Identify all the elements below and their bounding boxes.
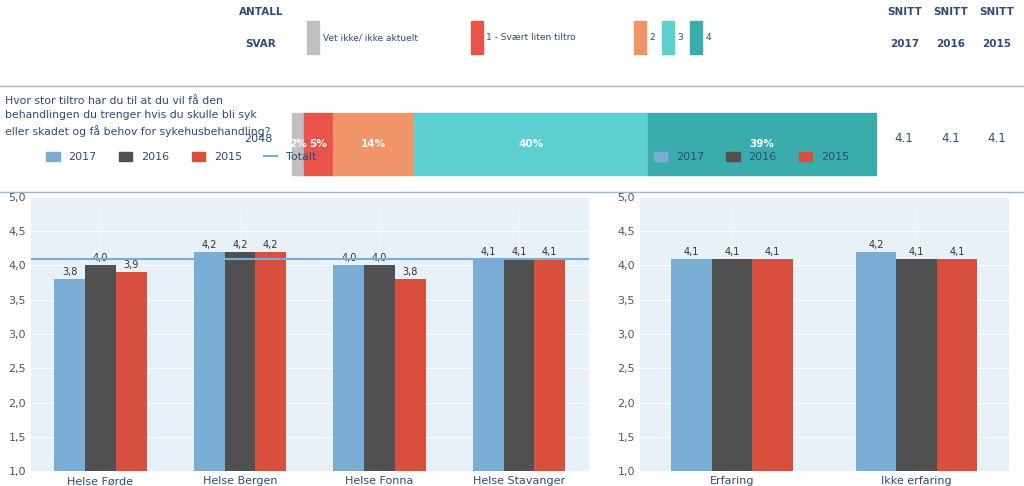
Text: 4,0: 4,0 bbox=[93, 253, 109, 263]
Text: 2015: 2015 bbox=[982, 39, 1011, 50]
Text: 2%: 2% bbox=[289, 139, 306, 149]
Legend: 2017, 2016, 2015, Totalt: 2017, 2016, 2015, Totalt bbox=[42, 147, 322, 167]
Text: 5%: 5% bbox=[309, 139, 327, 149]
Bar bbox=[365, 265, 395, 486]
Text: 4,1: 4,1 bbox=[480, 246, 496, 257]
Bar bbox=[54, 279, 85, 486]
Bar bbox=[535, 259, 565, 486]
Bar bbox=[634, 21, 646, 54]
Text: 3,8: 3,8 bbox=[62, 267, 78, 277]
Bar bbox=[334, 265, 365, 486]
Text: 4,1: 4,1 bbox=[724, 246, 740, 257]
Text: 40%: 40% bbox=[518, 139, 544, 149]
Text: 1 - Svært liten tiltro: 1 - Svært liten tiltro bbox=[486, 33, 575, 42]
Text: 4: 4 bbox=[706, 33, 711, 42]
Text: 4.1: 4.1 bbox=[941, 132, 959, 145]
Bar bbox=[856, 252, 896, 486]
Totalt bbox=[233, 256, 246, 261]
Bar bbox=[395, 279, 426, 486]
Legend: 2017, 2016, 2015: 2017, 2016, 2015 bbox=[649, 147, 854, 167]
Text: SNITT: SNITT bbox=[887, 7, 922, 17]
Text: SNITT: SNITT bbox=[979, 7, 1014, 17]
Bar bbox=[672, 259, 712, 486]
Text: 4.1: 4.1 bbox=[987, 132, 1006, 145]
Text: Hvor stor tiltro har du til at du vil få den
behandlingen du trenger hvis du sku: Hvor stor tiltro har du til at du vil få… bbox=[5, 96, 270, 137]
Bar bbox=[292, 113, 303, 175]
Bar bbox=[415, 113, 648, 175]
Text: 4,1: 4,1 bbox=[765, 246, 780, 257]
Text: 39%: 39% bbox=[750, 139, 774, 149]
Text: 2048: 2048 bbox=[244, 134, 272, 144]
Bar bbox=[662, 21, 674, 54]
Bar bbox=[937, 259, 977, 486]
Bar bbox=[85, 265, 116, 486]
Text: 2016: 2016 bbox=[936, 39, 965, 50]
Bar bbox=[473, 259, 504, 486]
Text: 2017: 2017 bbox=[890, 39, 919, 50]
Bar bbox=[194, 252, 224, 486]
Text: 4,1: 4,1 bbox=[908, 246, 925, 257]
Totalt bbox=[94, 256, 106, 261]
Text: 3,8: 3,8 bbox=[402, 267, 418, 277]
Text: 4,2: 4,2 bbox=[868, 240, 884, 250]
Bar bbox=[753, 259, 793, 486]
Text: 14%: 14% bbox=[361, 139, 386, 149]
Text: 4,1: 4,1 bbox=[542, 246, 557, 257]
Text: 2: 2 bbox=[649, 33, 655, 42]
Bar bbox=[224, 252, 255, 486]
Bar bbox=[255, 252, 286, 486]
Text: 4,1: 4,1 bbox=[949, 246, 965, 257]
Text: Vet ikke/ ikke aktuelt: Vet ikke/ ikke aktuelt bbox=[323, 33, 418, 42]
Bar bbox=[333, 113, 415, 175]
Bar bbox=[303, 113, 333, 175]
Text: 4.1: 4.1 bbox=[895, 132, 913, 145]
Bar bbox=[471, 21, 483, 54]
Text: SVAR: SVAR bbox=[246, 39, 276, 50]
Text: 4,0: 4,0 bbox=[341, 253, 356, 263]
Text: 4,1: 4,1 bbox=[684, 246, 699, 257]
Text: 4,2: 4,2 bbox=[202, 240, 217, 250]
Text: 3: 3 bbox=[678, 33, 683, 42]
Text: SNITT: SNITT bbox=[933, 7, 968, 17]
Text: 3,9: 3,9 bbox=[124, 260, 139, 270]
Text: 4,0: 4,0 bbox=[372, 253, 387, 263]
Text: 4,1: 4,1 bbox=[511, 246, 526, 257]
Bar bbox=[896, 259, 937, 486]
Bar bbox=[648, 113, 876, 175]
Bar bbox=[116, 272, 146, 486]
Bar bbox=[712, 259, 753, 486]
Bar bbox=[690, 21, 702, 54]
Text: 4,2: 4,2 bbox=[232, 240, 248, 250]
Text: ANTALL: ANTALL bbox=[239, 7, 284, 17]
Text: 4,2: 4,2 bbox=[263, 240, 279, 250]
Bar bbox=[307, 21, 319, 54]
Bar bbox=[504, 259, 535, 486]
